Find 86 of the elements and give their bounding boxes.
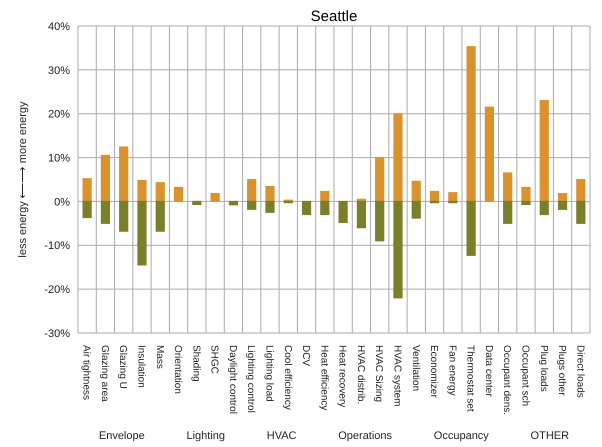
x-tick-label: HVAC distrib. xyxy=(354,345,366,404)
text: HVAC xyxy=(266,430,296,442)
y-tick-label: 20% xyxy=(48,108,70,121)
bar xyxy=(247,200,256,210)
bar xyxy=(156,182,165,202)
bar xyxy=(192,200,202,205)
y-tick-label: 30% xyxy=(48,64,70,77)
x-tick-label: Ventilation xyxy=(410,345,421,392)
bar xyxy=(82,178,92,202)
x-tick-label: Glazing U xyxy=(117,345,128,389)
bar xyxy=(576,200,586,224)
x-tick-label: Direct loads xyxy=(574,345,586,398)
y-tick-label: 10% xyxy=(48,152,70,164)
bar xyxy=(156,200,165,232)
bar xyxy=(540,100,549,202)
bar xyxy=(174,186,184,202)
bar xyxy=(228,200,238,206)
x-tick-label: HVAC system xyxy=(392,345,402,406)
bar xyxy=(375,157,384,202)
bar xyxy=(412,200,421,219)
bar xyxy=(393,200,403,298)
x-tick-label: Thermostat set xyxy=(464,345,476,412)
bar xyxy=(576,179,586,202)
bar xyxy=(320,200,330,216)
y-tick-label: -20% xyxy=(44,284,70,296)
bar xyxy=(247,179,256,202)
text: Lighting xyxy=(186,430,226,442)
x-tick-label: Heat recovery xyxy=(336,345,348,408)
x-tick-label: Mass xyxy=(154,345,165,369)
bar xyxy=(265,186,275,202)
text: Occupancy xyxy=(434,430,489,442)
x-tick-label: Occupant sch xyxy=(520,345,530,406)
bar xyxy=(503,172,512,202)
x-tick-label: HVAC Sizing xyxy=(373,345,384,402)
bar xyxy=(484,106,494,202)
x-tick-label: Data center xyxy=(482,345,494,398)
bar xyxy=(448,192,458,202)
bar xyxy=(210,193,220,202)
y-tick-label: 0% xyxy=(54,196,70,208)
x-tick-label: Occupant dens. xyxy=(501,345,512,416)
text: Envelope xyxy=(98,430,145,442)
bar xyxy=(540,200,549,216)
x-tick-label: Plugs other xyxy=(556,345,568,396)
x-tick-label: DCV xyxy=(300,345,312,366)
y-tick-label: -10% xyxy=(44,240,70,252)
bar xyxy=(338,200,348,223)
x-tick-label: Heat efficiency xyxy=(318,345,330,410)
bar xyxy=(119,200,128,232)
bar xyxy=(466,46,476,202)
y-axis-title: less energy ⟵⟶ more energy xyxy=(16,100,29,258)
bar xyxy=(302,200,312,216)
bar xyxy=(320,190,330,202)
bar xyxy=(100,154,110,202)
bar xyxy=(137,200,147,266)
text: Operations xyxy=(338,430,392,442)
bar xyxy=(393,113,403,202)
bar xyxy=(503,200,512,224)
bar xyxy=(119,146,128,202)
bar xyxy=(558,200,568,210)
bar xyxy=(265,200,275,213)
x-tick-label: Shading xyxy=(190,345,202,382)
bar xyxy=(466,200,476,256)
bar xyxy=(521,186,531,202)
x-tick-label: Fan energy xyxy=(446,345,458,396)
x-tick-label: Lighting load xyxy=(264,345,274,402)
y-tick-label: 40% xyxy=(48,20,70,33)
bar xyxy=(412,180,421,202)
x-tick-label: Lighting control xyxy=(245,345,256,413)
x-tick-label: SHGC xyxy=(208,345,220,374)
y-tick-label: -30% xyxy=(44,328,70,340)
chart-title: Seattle xyxy=(310,8,358,25)
x-tick-label: Daylight control xyxy=(226,345,238,414)
bar xyxy=(82,200,92,218)
x-tick-label: Glazing area xyxy=(98,345,110,402)
x-tick-label: Orientation xyxy=(172,345,184,394)
text: OTHER xyxy=(530,430,570,442)
x-tick-label: Plug loads xyxy=(538,345,549,392)
bar xyxy=(375,200,384,242)
bar xyxy=(100,200,110,224)
x-tick-label: Air tightness xyxy=(80,345,92,400)
bar xyxy=(521,200,531,205)
bar xyxy=(356,200,366,228)
x-tick-label: Cool efficiency xyxy=(282,345,293,410)
bar xyxy=(137,180,147,202)
x-tick-label: Economizer xyxy=(428,345,440,398)
x-tick-label: Insulation xyxy=(136,345,146,388)
